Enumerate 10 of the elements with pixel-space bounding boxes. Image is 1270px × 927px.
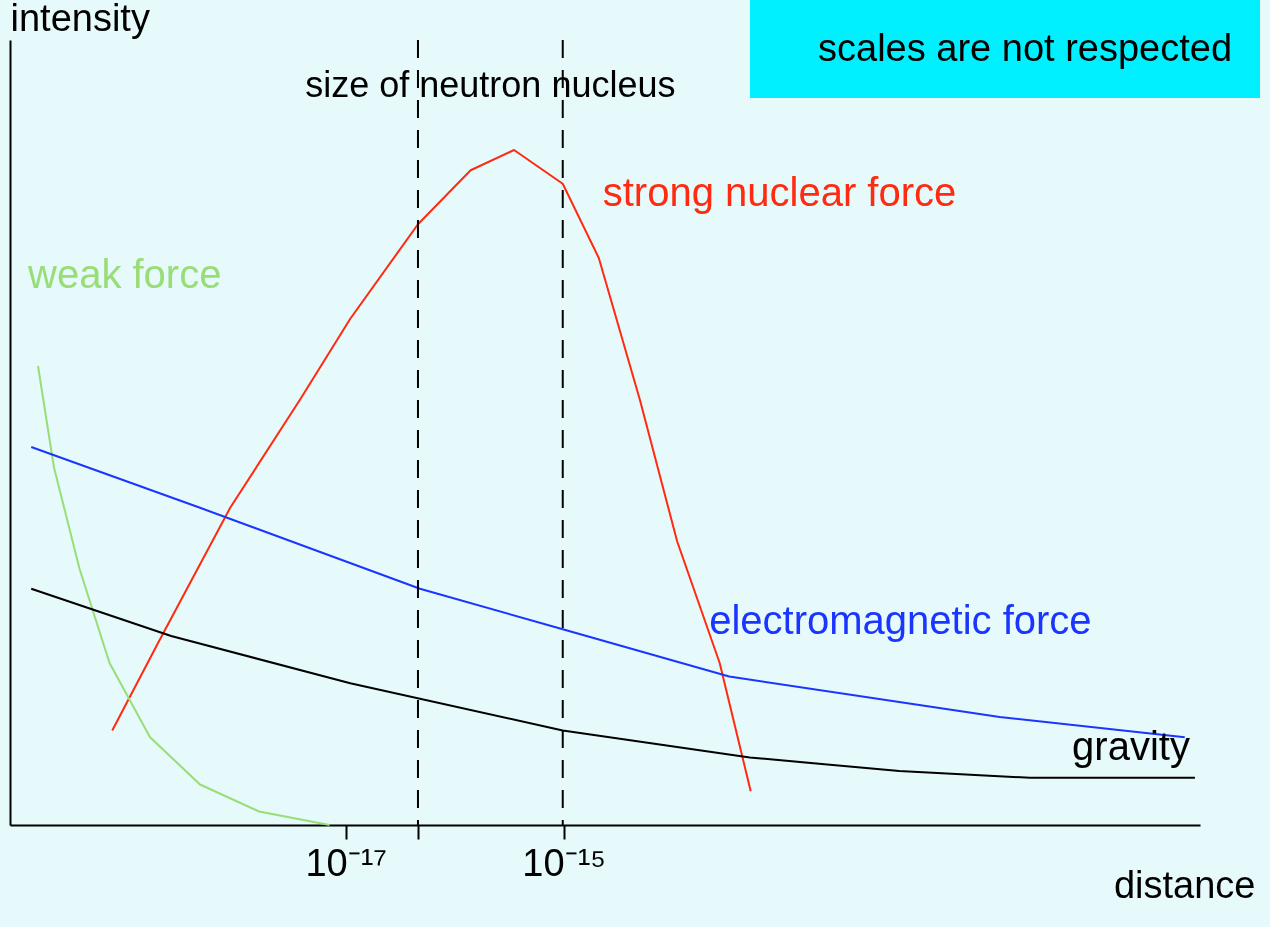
series-label: electromagnetic force <box>709 597 1092 642</box>
x-tick-label: 10⁻¹⁵ <box>522 841 607 884</box>
text: size of neutron nucleus <box>305 64 676 105</box>
x-axis-title: distance <box>1113 863 1256 906</box>
series-label: weak force <box>27 252 222 296</box>
x-tick-label: 10⁻¹⁷ <box>305 841 388 884</box>
series-label: strong nuclear force <box>602 169 957 214</box>
y-axis-title: intensity <box>10 0 150 39</box>
series-label: gravity <box>1072 723 1190 768</box>
text: scales are not respected <box>817 27 1233 69</box>
